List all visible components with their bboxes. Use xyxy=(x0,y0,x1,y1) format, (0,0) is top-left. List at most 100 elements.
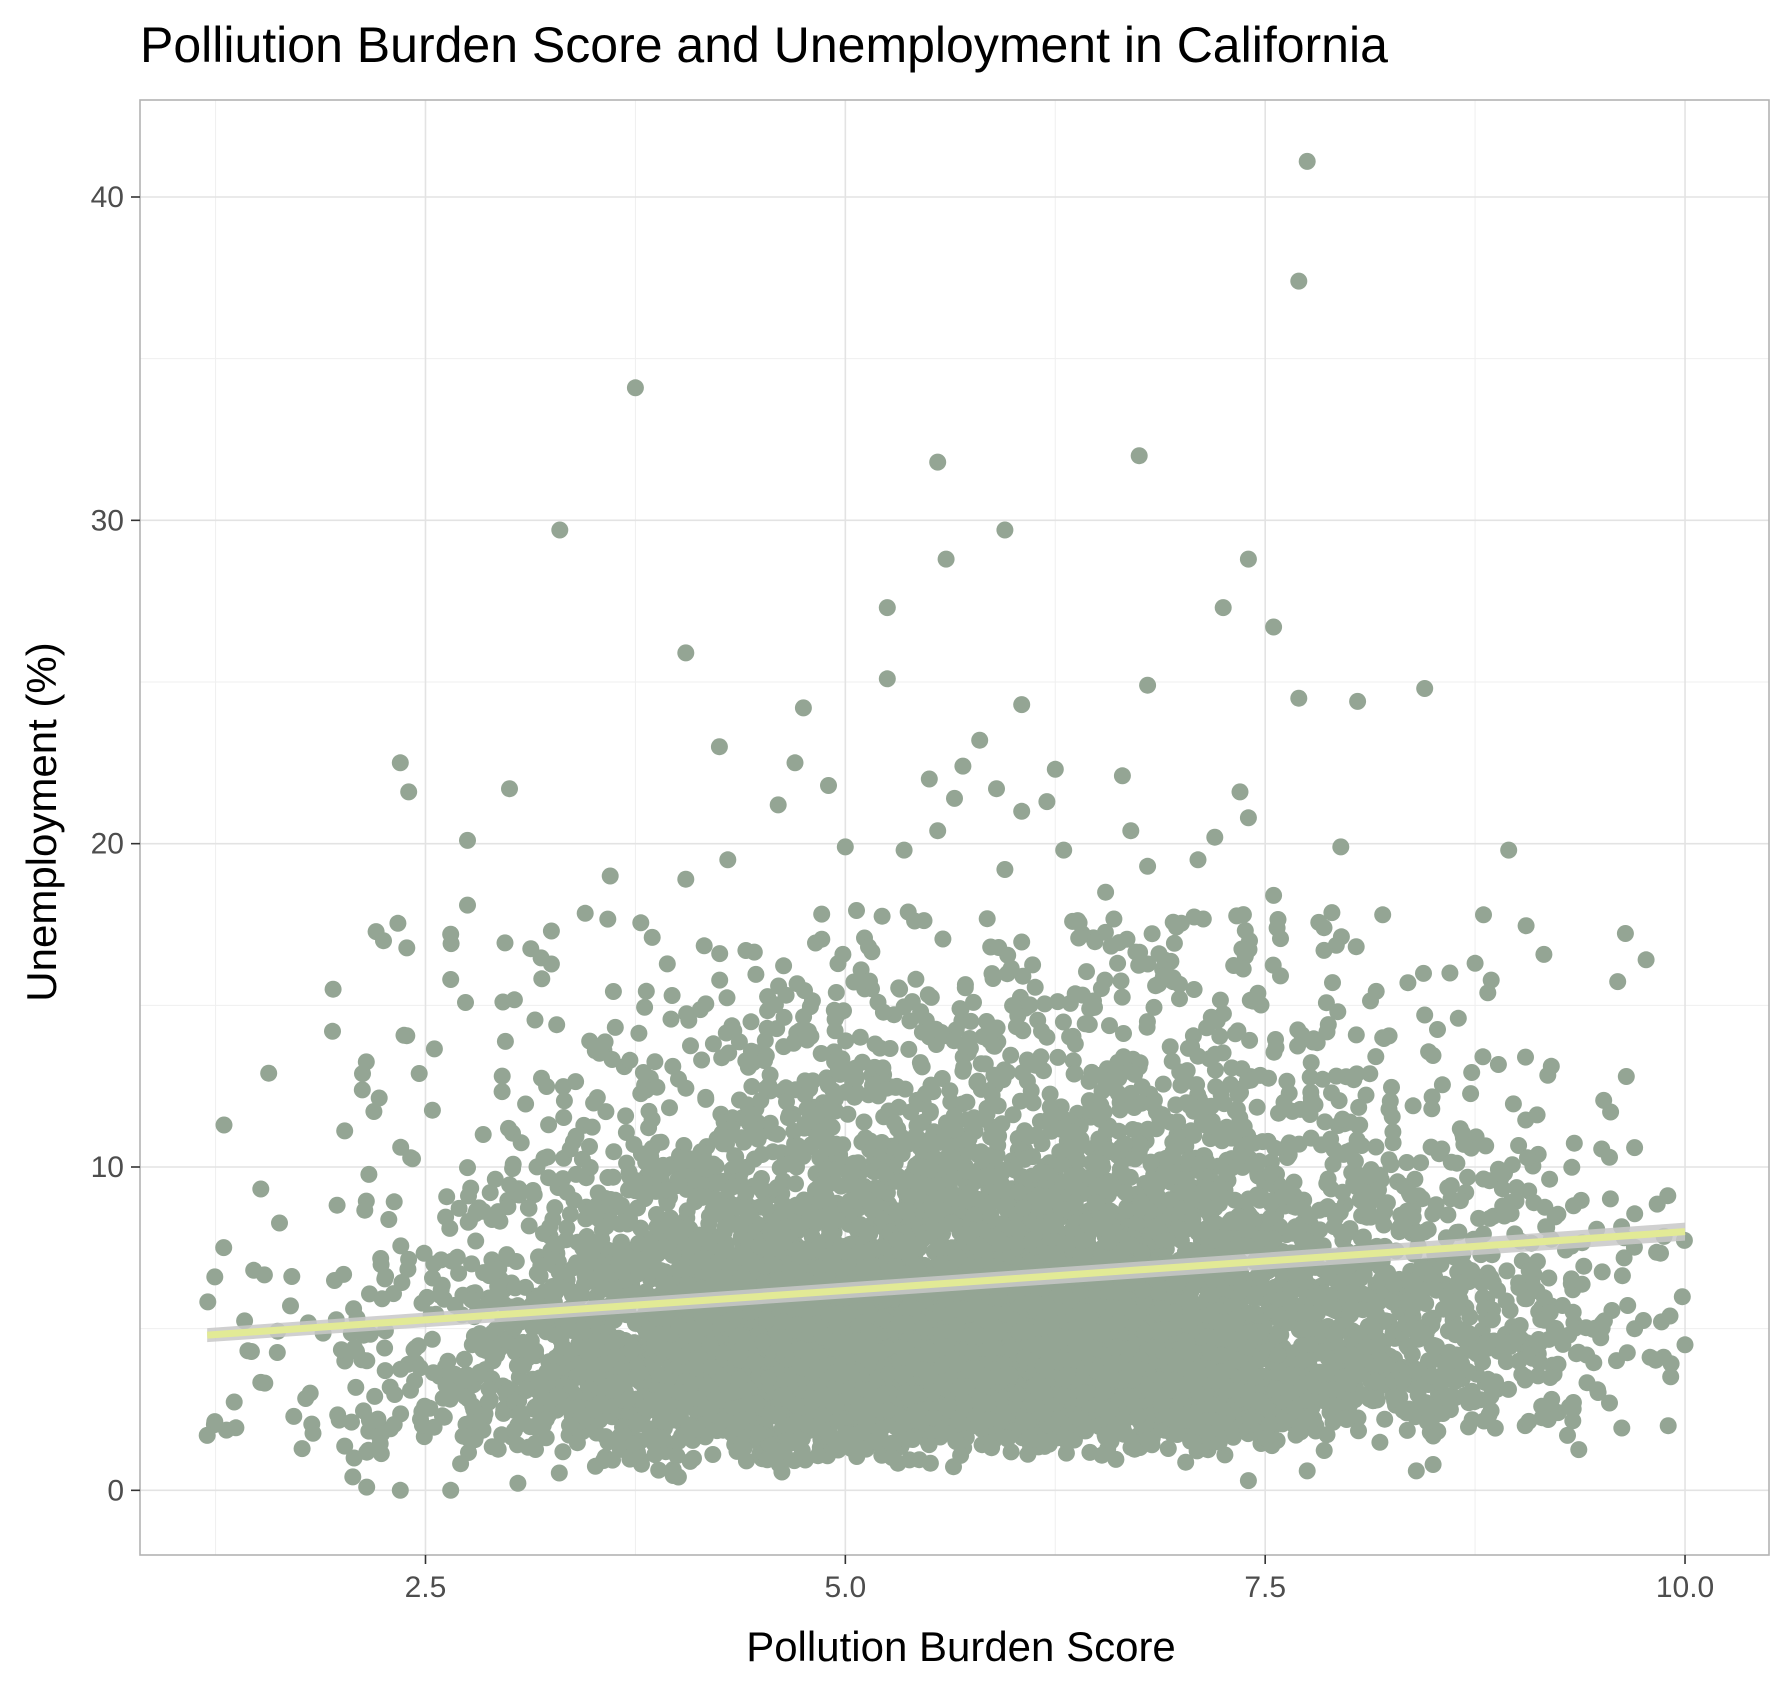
data-point xyxy=(812,1045,830,1062)
data-point xyxy=(1316,1113,1334,1131)
data-point xyxy=(855,1113,873,1131)
data-point xyxy=(548,1016,566,1034)
data-point xyxy=(704,1035,722,1053)
data-point xyxy=(1373,1207,1391,1225)
data-point xyxy=(438,1188,456,1206)
data-point xyxy=(662,1010,680,1028)
data-point xyxy=(758,1451,776,1469)
data-point xyxy=(604,983,622,1000)
data-point xyxy=(520,1217,538,1235)
data-point xyxy=(380,1211,398,1228)
data-point xyxy=(332,1341,350,1359)
data-point xyxy=(474,1126,492,1143)
data-point xyxy=(508,1357,526,1375)
data-point xyxy=(951,1000,969,1018)
data-point xyxy=(283,1268,301,1285)
data-point xyxy=(1429,1021,1446,1038)
data-point xyxy=(554,1170,572,1188)
data-point xyxy=(496,1032,514,1050)
data-point xyxy=(747,965,765,983)
data-point xyxy=(1498,1262,1516,1280)
data-point xyxy=(1026,978,1044,996)
data-point xyxy=(1109,954,1127,972)
data-point xyxy=(1177,1453,1195,1471)
data-point xyxy=(848,902,865,919)
data-point xyxy=(540,1116,558,1134)
data-point xyxy=(372,1256,390,1274)
data-point xyxy=(761,1066,779,1084)
data-point xyxy=(206,1413,224,1431)
data-point xyxy=(555,1109,573,1126)
data-point xyxy=(1415,964,1432,982)
data-point xyxy=(900,1040,918,1058)
data-point xyxy=(1353,1137,1371,1154)
data-point xyxy=(1211,1027,1229,1045)
data-point xyxy=(1539,1066,1557,1084)
data-point xyxy=(370,1089,388,1107)
data-point xyxy=(353,1081,371,1099)
data-point xyxy=(218,1421,235,1439)
data-point xyxy=(1165,934,1183,952)
data-point xyxy=(365,1103,383,1120)
data-point xyxy=(569,1233,587,1251)
data-point xyxy=(1659,1187,1677,1205)
data-point xyxy=(538,1078,556,1095)
data-point xyxy=(336,1437,354,1455)
data-point xyxy=(617,1107,635,1125)
data-point xyxy=(1109,1084,1127,1102)
data-point xyxy=(1159,1440,1177,1457)
data-point xyxy=(376,1362,394,1380)
data-point xyxy=(1384,1123,1402,1141)
data-point xyxy=(1315,1442,1333,1459)
data-point xyxy=(1070,929,1088,947)
data-point xyxy=(1318,1023,1336,1041)
data-point xyxy=(646,1446,664,1464)
data-point xyxy=(1076,1015,1094,1033)
data-point xyxy=(636,998,654,1016)
data-point xyxy=(1049,1048,1067,1066)
data-point xyxy=(360,1165,378,1183)
data-point xyxy=(1105,910,1123,928)
data-point xyxy=(606,1018,624,1036)
data-point xyxy=(268,1344,286,1361)
data-point xyxy=(1517,917,1535,935)
data-point xyxy=(661,1099,678,1117)
data-point xyxy=(1125,1099,1143,1116)
data-point xyxy=(829,955,847,973)
data-point xyxy=(695,937,713,955)
data-point xyxy=(1601,1190,1619,1208)
data-point xyxy=(650,1461,668,1479)
data-point xyxy=(1323,1084,1340,1102)
data-point xyxy=(457,994,474,1011)
data-point xyxy=(978,910,996,928)
data-point xyxy=(796,1072,814,1090)
data-point xyxy=(1613,1267,1631,1285)
data-point xyxy=(435,1408,453,1426)
data-point xyxy=(1347,938,1365,956)
data-point xyxy=(522,940,540,958)
data-point xyxy=(1398,1421,1416,1439)
data-point xyxy=(1673,1288,1691,1306)
data-point xyxy=(1549,1205,1567,1223)
data-point xyxy=(1086,933,1104,951)
data-point xyxy=(1314,1070,1332,1088)
data-point xyxy=(1171,990,1188,1008)
data-point xyxy=(907,970,925,988)
data-point xyxy=(1451,1192,1469,1210)
data-point xyxy=(576,904,594,922)
data-point xyxy=(528,1158,546,1176)
data-point xyxy=(366,1387,384,1405)
data-point xyxy=(787,1175,804,1193)
data-point xyxy=(658,955,676,973)
data-point xyxy=(1423,1100,1441,1118)
data-point xyxy=(410,1065,428,1082)
data-point xyxy=(743,1078,761,1095)
data-point xyxy=(1439,1179,1457,1197)
data-point xyxy=(1503,1156,1521,1174)
data-point xyxy=(481,1184,499,1202)
data-point xyxy=(682,1037,699,1055)
data-point xyxy=(1475,1170,1492,1188)
data-point xyxy=(1383,1108,1401,1126)
data-point xyxy=(1637,951,1655,969)
